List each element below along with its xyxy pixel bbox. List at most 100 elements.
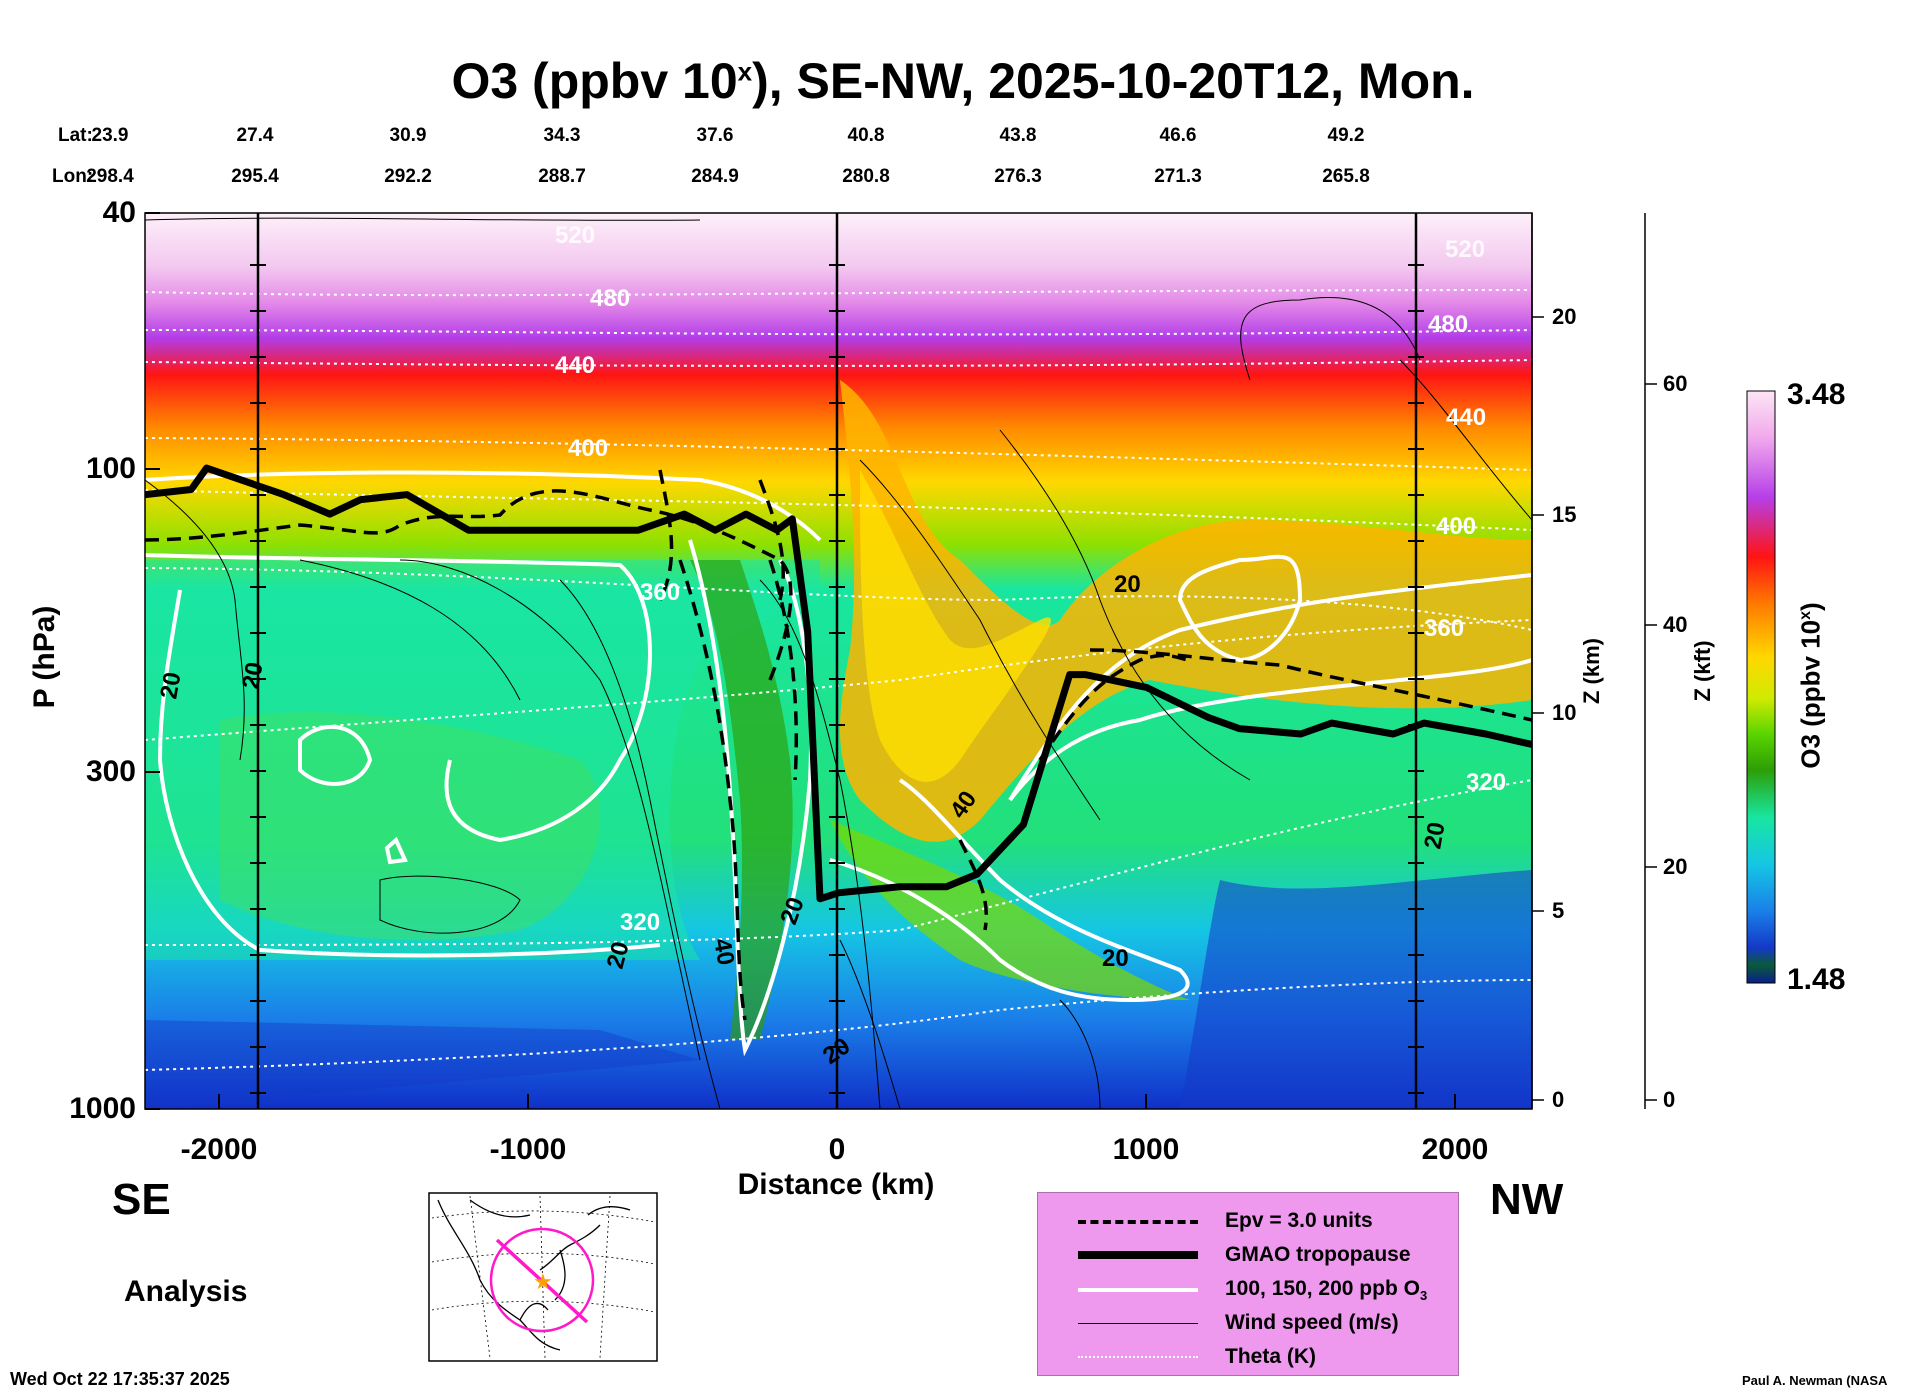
o3-contour-label: 40 [708, 936, 739, 967]
legend-text: GMAO tropopause [1225, 1243, 1411, 1266]
lon-value: 271.3 [1154, 166, 1202, 187]
section-line-ticks [250, 264, 1424, 1094]
o3-contours [145, 470, 1532, 1057]
z-km-axis-label: Z (km) [1579, 638, 1604, 704]
se-label: SE [112, 1175, 171, 1224]
theta-label: 480 [590, 285, 630, 312]
legend-entry: Wind speed (m/s) [1038, 1307, 1458, 1339]
wind-contours [145, 217, 1532, 1109]
credit: Paul A. Newman (NASA [1742, 1373, 1888, 1388]
ozone-field [145, 213, 1532, 1109]
chart-title: O3 (ppbv 10x), SE-NW, 2025-10-20T12, Mon… [451, 53, 1475, 109]
z-km-tick-label: 20 [1552, 304, 1577, 329]
lat-label: Lat: [58, 125, 93, 146]
legend: Epv = 3.0 units GMAO tropopause 100, 150, … [1037, 1192, 1459, 1376]
o3-contour-label: 20 [1114, 571, 1141, 598]
z-km-tick-label: 10 [1552, 700, 1577, 725]
lat-value: 23.9 [91, 125, 129, 146]
z-kft-axis-label: Z (kft) [1690, 640, 1715, 702]
section-lines [256, 213, 1418, 1109]
colorbar [1746, 390, 1776, 984]
x-axis-ticks [218, 1094, 1456, 1109]
p-tick-label: 300 [85, 755, 136, 788]
legend-text: 100, 150, 200 ppb O3 [1225, 1277, 1428, 1304]
theta-label: 400 [1436, 513, 1476, 540]
o3-contour-label: 20 [1419, 820, 1450, 851]
x-tick-label: -2000 [180, 1133, 258, 1166]
p-tick-label: 40 [102, 196, 136, 229]
legend-swatch [1078, 1220, 1198, 1224]
z-km-tick-label: 0 [1552, 1087, 1565, 1112]
lat-value: 27.4 [236, 125, 274, 146]
lat-value: 49.2 [1327, 125, 1365, 146]
x-tick-label: 1000 [1112, 1133, 1180, 1166]
o3-contour-label: 20 [237, 660, 268, 691]
lon-value: 292.2 [384, 166, 432, 187]
z-kft-tick-label: 0 [1663, 1087, 1676, 1112]
lat-value: 40.8 [847, 125, 885, 146]
lat-value: 30.9 [389, 125, 427, 146]
lon-value: 265.8 [1322, 166, 1370, 187]
theta-contours [145, 289, 1532, 1071]
lon-value: 295.4 [231, 166, 279, 187]
o3-contour-label: 20 [1102, 945, 1129, 972]
legend-text: Epv = 3.0 units [1225, 1209, 1373, 1232]
lon-value: 280.8 [842, 166, 890, 187]
legend-entry: Theta (K) [1038, 1341, 1458, 1373]
colorbar-max-label: 3.48 [1787, 378, 1846, 411]
legend-entry: 100, 150, 200 ppb O3 [1038, 1273, 1458, 1305]
o3-contour-label: 20 [155, 670, 186, 701]
svg-text:★: ★ [533, 1270, 553, 1295]
x-axis-label: Distance (km) [737, 1168, 935, 1201]
lon-value: 284.9 [691, 166, 739, 187]
theta-label: 320 [620, 909, 660, 936]
inset-map: ★ [428, 1192, 658, 1362]
legend-swatch [1078, 1323, 1198, 1324]
z-kft-tick-label: 20 [1663, 854, 1688, 879]
z-kft-tick-label: 60 [1663, 371, 1688, 396]
lat-value: 46.6 [1159, 125, 1197, 146]
legend-text: Wind speed (m/s) [1225, 1311, 1399, 1334]
lon-label: Lon: [52, 166, 94, 187]
x-tick-label: -1000 [489, 1133, 567, 1166]
p-tick-label: 1000 [69, 1092, 136, 1125]
legend-swatch [1078, 1288, 1198, 1292]
analysis-label: Analysis [124, 1275, 248, 1308]
colorbar-min-label: 1.48 [1787, 963, 1846, 996]
legend-entry: Epv = 3.0 units [1038, 1205, 1458, 1237]
theta-label: 400 [568, 435, 608, 462]
lat-value: 43.8 [999, 125, 1037, 146]
theta-label: 440 [1446, 404, 1486, 431]
legend-entry: GMAO tropopause [1038, 1239, 1458, 1271]
lon-value: 288.7 [538, 166, 586, 187]
theta-label: 320 [1466, 769, 1506, 796]
tropopause-line [145, 464, 1532, 903]
theta-label: 520 [555, 222, 595, 249]
legend-swatch [1078, 1356, 1198, 1358]
colorbar-label: O3 (ppbv 10x) [1795, 602, 1826, 769]
theta-label: 440 [555, 352, 595, 379]
z-kft-tick-label: 40 [1663, 612, 1688, 637]
nw-label: NW [1490, 1175, 1564, 1224]
z-km-tick-label: 5 [1552, 898, 1565, 923]
lon-value: 276.3 [994, 166, 1042, 187]
z-km-tick-label: 15 [1552, 502, 1577, 527]
z-kft-axis [1644, 213, 1657, 1109]
x-tick-label: 0 [828, 1133, 846, 1166]
lat-value: 34.3 [543, 125, 581, 146]
x-tick-label: 2000 [1421, 1133, 1489, 1166]
p-axis-ticks [145, 212, 160, 1110]
theta-label: 520 [1445, 236, 1485, 263]
theta-label: 480 [1428, 311, 1468, 338]
legend-swatch [1078, 1251, 1198, 1259]
lat-value: 37.6 [696, 125, 734, 146]
timestamp: Wed Oct 22 17:35:37 2025 [10, 1369, 230, 1389]
lon-value: 298.4 [86, 166, 134, 187]
p-tick-label: 100 [85, 452, 136, 485]
legend-text: Theta (K) [1225, 1345, 1316, 1368]
epv-line [145, 469, 1532, 1021]
theta-label: 360 [640, 579, 680, 606]
theta-label: 360 [1424, 615, 1464, 642]
y-axis-label: P (hPa) [28, 605, 61, 709]
